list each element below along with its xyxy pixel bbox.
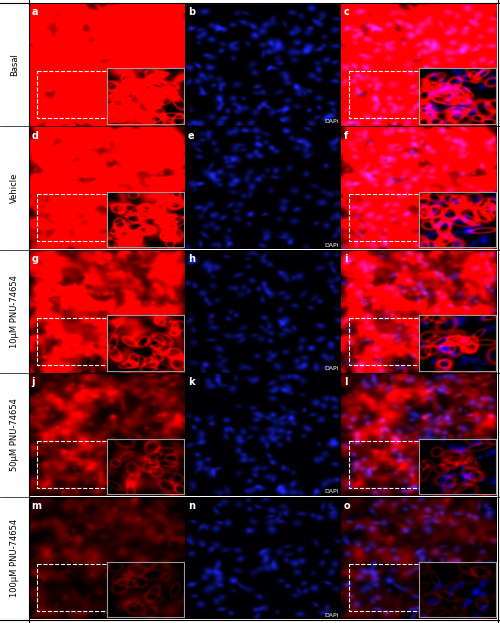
Text: g: g — [32, 254, 38, 264]
Text: β-catenin
+ DAPi: β-catenin + DAPi — [465, 237, 495, 248]
Bar — [349, 564, 424, 611]
Text: 100μM PNU-74654: 100μM PNU-74654 — [10, 519, 19, 597]
Text: DAPi: DAPi — [324, 366, 338, 371]
Bar — [349, 318, 424, 364]
Text: Basal: Basal — [10, 54, 19, 76]
Text: k: k — [188, 378, 194, 388]
Text: e: e — [188, 131, 194, 141]
Bar — [349, 441, 424, 488]
Bar — [349, 71, 424, 118]
Text: l: l — [344, 378, 348, 388]
Bar — [37, 71, 112, 118]
Text: DAPi: DAPi — [324, 120, 338, 125]
Text: 50μM PNU-74654: 50μM PNU-74654 — [10, 399, 19, 471]
Text: β-catenin: β-catenin — [153, 366, 182, 371]
Text: j: j — [32, 378, 35, 388]
Text: DAPi: DAPi — [324, 490, 338, 495]
Bar — [37, 194, 112, 241]
Bar — [37, 564, 112, 611]
Text: DAPi: DAPi — [324, 613, 338, 618]
Text: β-catenin
+ DAPi: β-catenin + DAPi — [465, 113, 495, 125]
Text: c: c — [344, 7, 350, 17]
Text: DAPi: DAPi — [324, 243, 338, 248]
Text: β-catenin: β-catenin — [153, 120, 182, 125]
Text: β-catenin
+ DAPi: β-catenin + DAPi — [465, 360, 495, 371]
Text: h: h — [188, 254, 195, 264]
Text: f: f — [344, 131, 348, 141]
Bar — [37, 441, 112, 488]
Text: β-catenin: β-catenin — [153, 613, 182, 618]
Text: d: d — [32, 131, 38, 141]
Text: β-catenin
+ DAPi: β-catenin + DAPi — [465, 483, 495, 495]
Text: Vehicle: Vehicle — [10, 173, 19, 203]
Bar — [37, 318, 112, 364]
Text: i: i — [344, 254, 348, 264]
Text: b: b — [188, 7, 195, 17]
Text: n: n — [188, 501, 195, 511]
Bar — [349, 194, 424, 241]
Text: m: m — [32, 501, 42, 511]
Text: a: a — [32, 7, 38, 17]
Text: β-catenin: β-catenin — [153, 490, 182, 495]
Text: β-catenin: β-catenin — [153, 243, 182, 248]
Text: o: o — [344, 501, 350, 511]
Text: β-catenin
+ DAPi: β-catenin + DAPi — [465, 607, 495, 618]
Text: 10μM PNU-74654: 10μM PNU-74654 — [10, 275, 19, 348]
